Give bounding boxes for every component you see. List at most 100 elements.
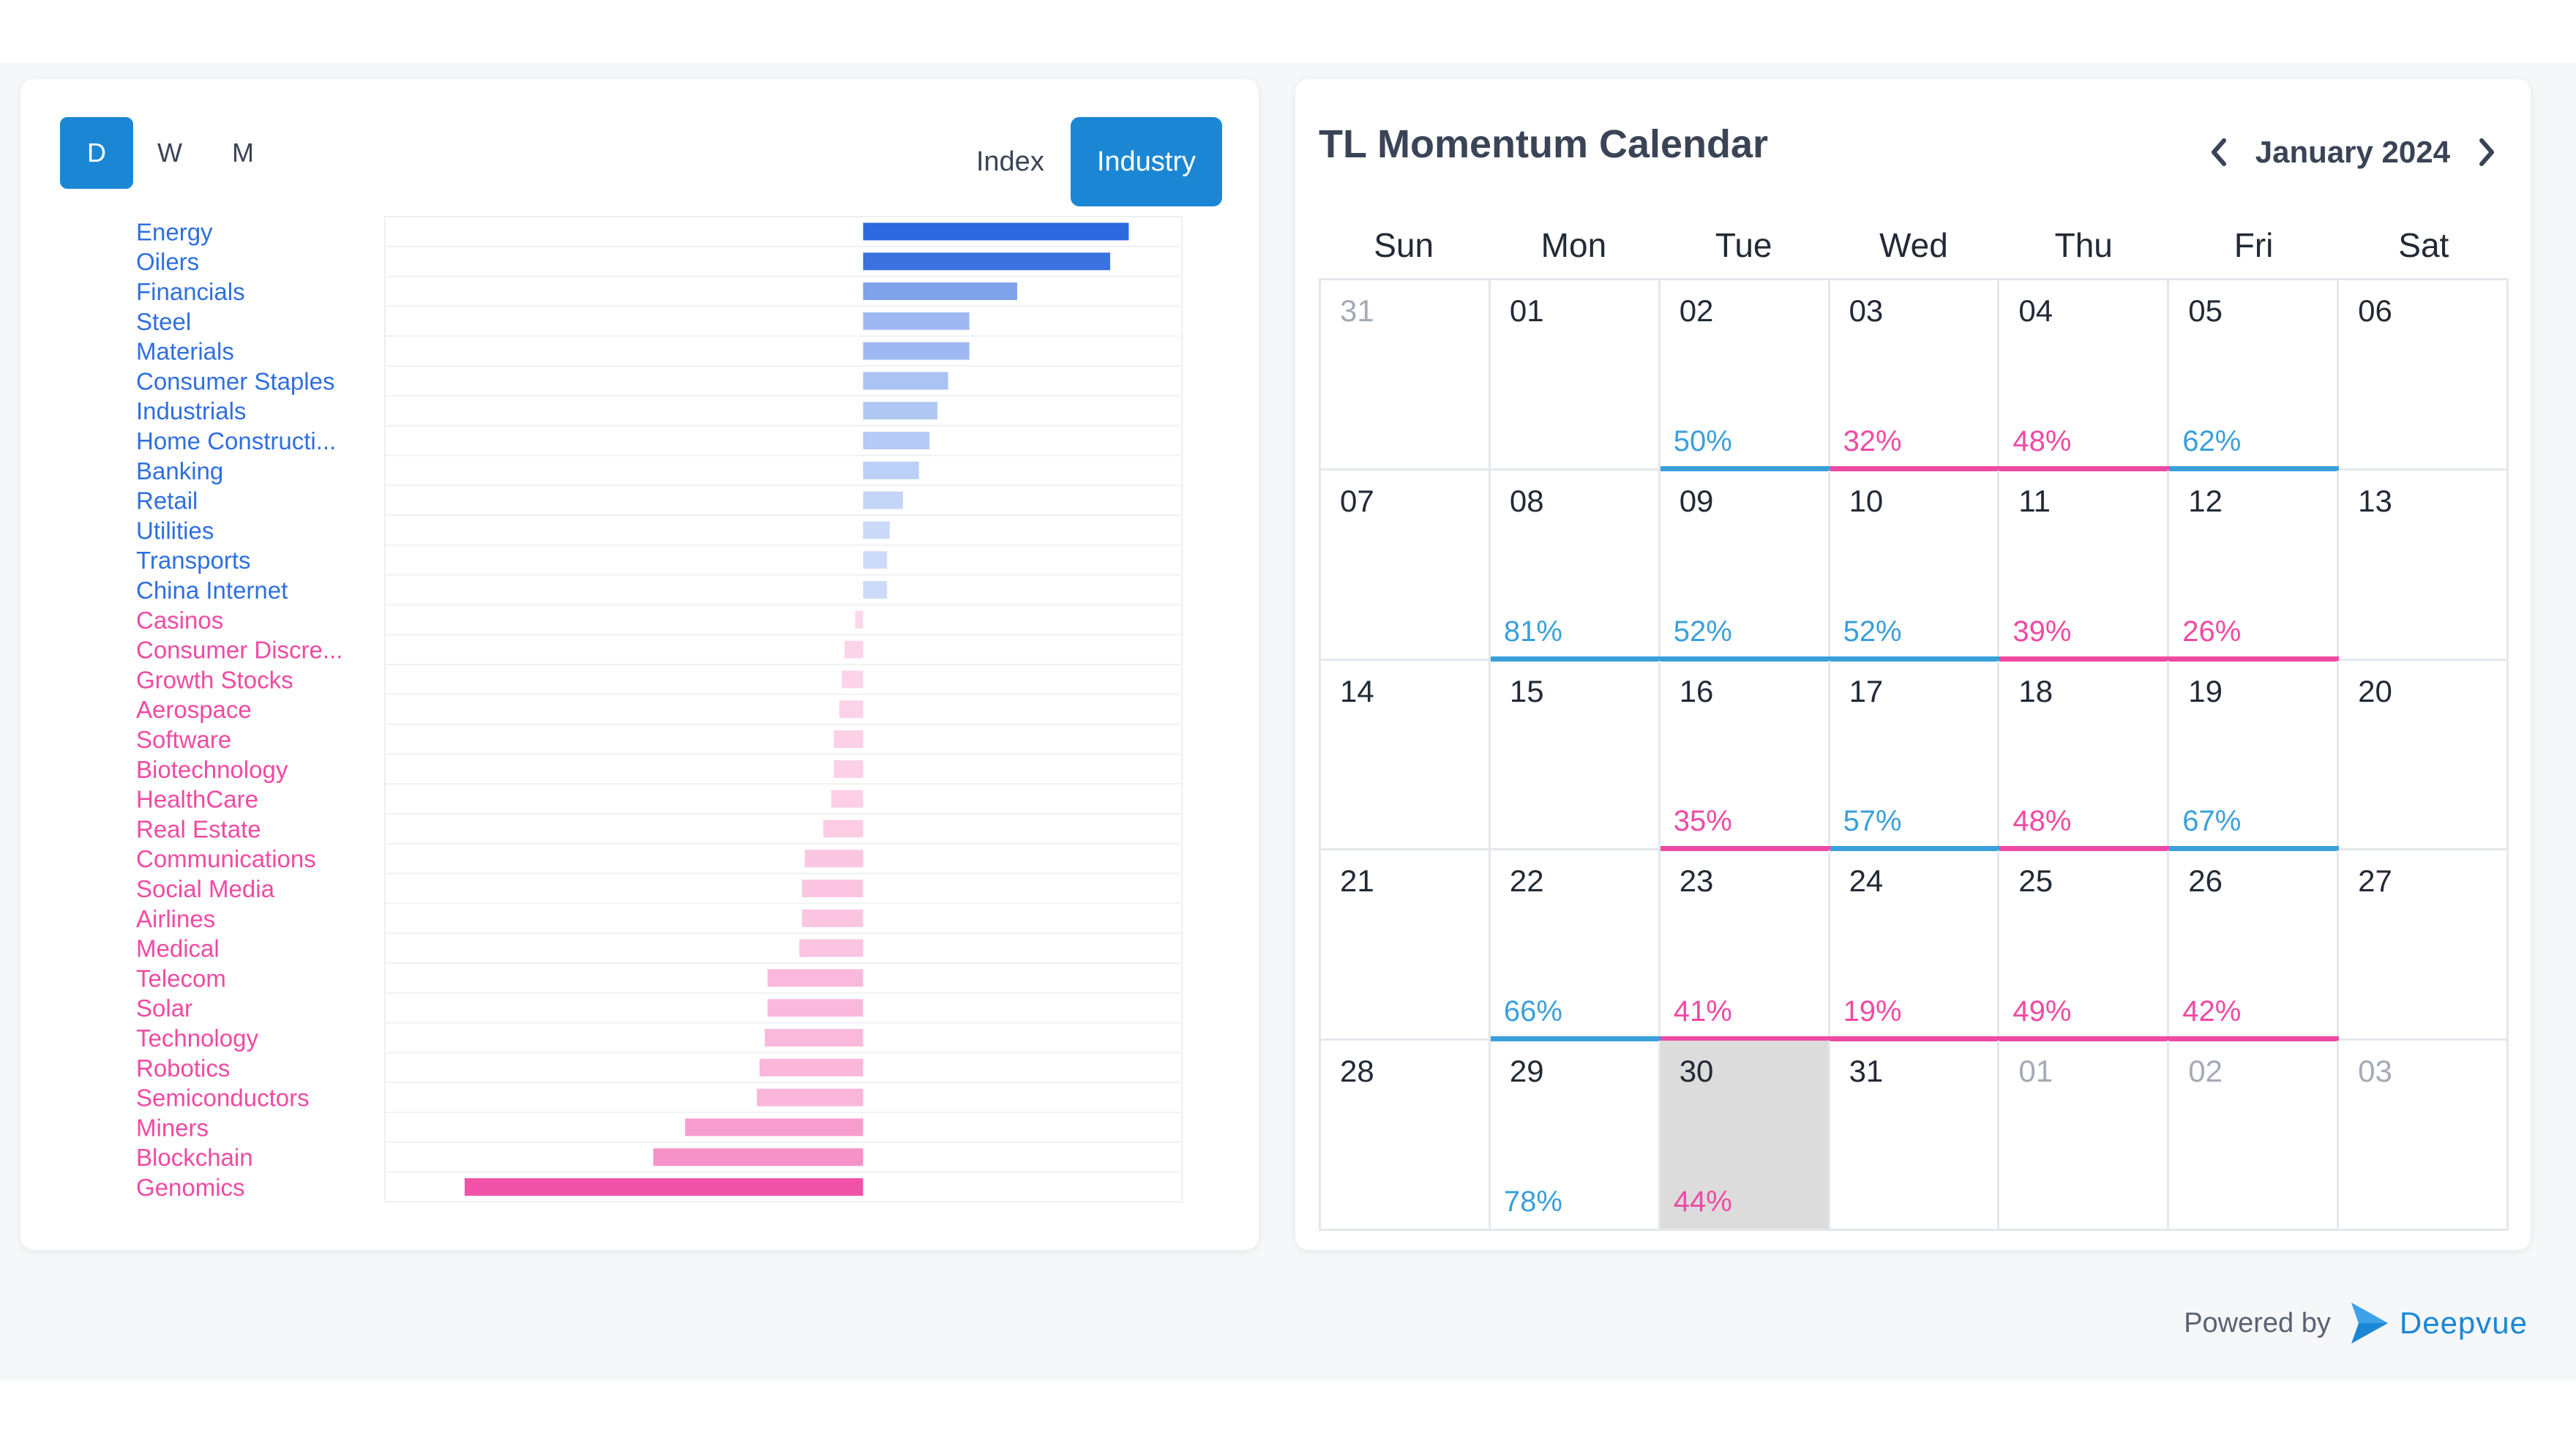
calendar-day[interactable]: 31 <box>1321 280 1491 471</box>
category-label[interactable]: Telecom <box>136 965 226 992</box>
period-month-button[interactable]: M <box>232 138 254 168</box>
calendar-day[interactable]: 09 52% <box>1660 470 1830 662</box>
bar-utilities[interactable] <box>863 521 890 539</box>
category-label[interactable]: Communications <box>136 845 316 872</box>
calendar-day[interactable]: 14 <box>1321 660 1491 851</box>
calendar-day[interactable]: 06 <box>2339 280 2509 471</box>
category-label[interactable]: Utilities <box>136 517 214 544</box>
period-day-button[interactable]: D <box>60 117 133 189</box>
category-label[interactable]: Real Estate <box>136 815 261 842</box>
calendar-day[interactable]: 05 62% <box>2169 280 2340 471</box>
category-label[interactable]: Aerospace <box>136 696 252 723</box>
calendar-day[interactable]: 18 48% <box>1999 660 2170 852</box>
category-label[interactable]: Software <box>136 726 231 753</box>
calendar-day[interactable]: 23 41% <box>1660 850 1830 1042</box>
category-label[interactable]: Banking <box>136 457 223 484</box>
period-week-button[interactable]: W <box>157 138 182 168</box>
category-label[interactable]: Medical <box>136 935 220 962</box>
category-label[interactable]: Technology <box>136 1025 258 1052</box>
bar-consumer-staples[interactable] <box>863 372 948 390</box>
calendar-day[interactable]: 04 48% <box>1999 280 2170 471</box>
calendar-day[interactable]: 10 52% <box>1830 470 2000 662</box>
calendar-day[interactable]: 03 <box>2339 1041 2509 1231</box>
category-label[interactable]: Materials <box>136 338 234 365</box>
prev-month-button[interactable] <box>2198 123 2239 181</box>
calendar-day[interactable]: 22 66% <box>1490 850 1660 1042</box>
calendar-day[interactable]: 13 <box>2339 470 2509 661</box>
bar-social-media[interactable] <box>801 880 864 897</box>
index-view-button[interactable]: Index <box>976 146 1044 177</box>
category-label[interactable]: Social Media <box>136 875 275 902</box>
category-label[interactable]: Robotics <box>136 1055 230 1082</box>
calendar-day[interactable]: 08 81% <box>1490 470 1660 662</box>
bar-genomics[interactable] <box>464 1178 864 1196</box>
bar-banking[interactable] <box>863 461 919 479</box>
calendar-day[interactable]: 24 19% <box>1830 850 2000 1042</box>
bar-growth-stocks[interactable] <box>842 670 864 689</box>
bar-medical[interactable] <box>799 939 864 957</box>
category-label[interactable]: Energy <box>136 218 213 245</box>
bar-miners[interactable] <box>685 1118 864 1137</box>
calendar-day[interactable]: 11 39% <box>1999 470 2170 662</box>
calendar-day[interactable]: 25 49% <box>1999 850 2170 1042</box>
category-label[interactable]: Steel <box>136 308 191 335</box>
bar-energy[interactable] <box>863 222 1129 241</box>
calendar-day[interactable]: 19 67% <box>2169 660 2340 852</box>
bar-oilers[interactable] <box>863 252 1110 271</box>
category-label[interactable]: Casinos <box>136 607 223 634</box>
bar-steel[interactable] <box>863 312 970 330</box>
category-label[interactable]: Blockchain <box>136 1144 253 1171</box>
calendar-day[interactable]: 02 50% <box>1660 280 1830 471</box>
category-label[interactable]: Retail <box>136 487 198 514</box>
category-label[interactable]: Miners <box>136 1114 209 1141</box>
bar-consumer-discre[interactable] <box>844 640 864 659</box>
calendar-day[interactable]: 28 <box>1321 1041 1491 1231</box>
category-label[interactable]: Semiconductors <box>136 1085 310 1112</box>
calendar-day[interactable]: 01 <box>1490 280 1660 471</box>
category-label[interactable]: Oilers <box>136 248 199 275</box>
category-label[interactable]: HealthCare <box>136 786 258 813</box>
bar-home-constructi[interactable] <box>863 432 930 449</box>
bar-aerospace[interactable] <box>839 700 864 719</box>
calendar-day[interactable]: 15 <box>1490 660 1660 851</box>
bar-casinos[interactable] <box>855 610 864 629</box>
bar-china-internet[interactable] <box>863 581 888 599</box>
category-label[interactable]: Transports <box>136 547 251 574</box>
bar-software[interactable] <box>834 730 864 748</box>
category-label[interactable]: Industrials <box>136 397 246 424</box>
calendar-day[interactable]: 21 <box>1321 850 1491 1041</box>
bar-semiconductors[interactable] <box>757 1088 864 1107</box>
industry-view-button[interactable]: Industry <box>1070 117 1222 206</box>
category-label[interactable]: Biotechnology <box>136 756 288 783</box>
calendar-day[interactable]: 01 <box>1999 1041 2170 1231</box>
bar-financials[interactable] <box>863 282 1017 300</box>
calendar-day[interactable]: 03 32% <box>1830 280 2000 471</box>
bar-real-estate[interactable] <box>823 820 864 838</box>
category-label[interactable]: China Internet <box>136 577 288 604</box>
deepvue-logo-icon[interactable] <box>2347 1301 2391 1345</box>
bar-transports[interactable] <box>863 551 888 569</box>
bar-solar[interactable] <box>767 999 864 1017</box>
category-label[interactable]: Consumer Discre... <box>136 637 342 664</box>
category-label[interactable]: Airlines <box>136 905 215 932</box>
calendar-day[interactable]: 26 42% <box>2169 850 2340 1042</box>
calendar-day[interactable]: 07 <box>1321 470 1491 661</box>
bar-telecom[interactable] <box>767 969 864 987</box>
category-label[interactable]: Genomics <box>136 1174 245 1201</box>
bar-technology[interactable] <box>765 1029 864 1046</box>
bar-biotechnology[interactable] <box>834 760 864 778</box>
bar-materials[interactable] <box>863 342 970 360</box>
calendar-day[interactable]: 20 <box>2339 660 2509 851</box>
calendar-day[interactable]: 16 35% <box>1660 660 1830 852</box>
bar-communications[interactable] <box>804 850 864 868</box>
calendar-day[interactable]: 17 57% <box>1830 660 2000 852</box>
bar-blockchain[interactable] <box>653 1148 864 1167</box>
bar-airlines[interactable] <box>801 909 864 927</box>
category-label[interactable]: Solar <box>136 995 192 1022</box>
calendar-day[interactable]: 27 <box>2339 850 2509 1041</box>
bar-retail[interactable] <box>863 491 903 509</box>
calendar-day[interactable]: 12 26% <box>2169 470 2340 662</box>
calendar-day[interactable]: 02 <box>2169 1041 2340 1231</box>
bar-industrials[interactable] <box>863 402 938 420</box>
bar-healthcare[interactable] <box>831 790 864 808</box>
